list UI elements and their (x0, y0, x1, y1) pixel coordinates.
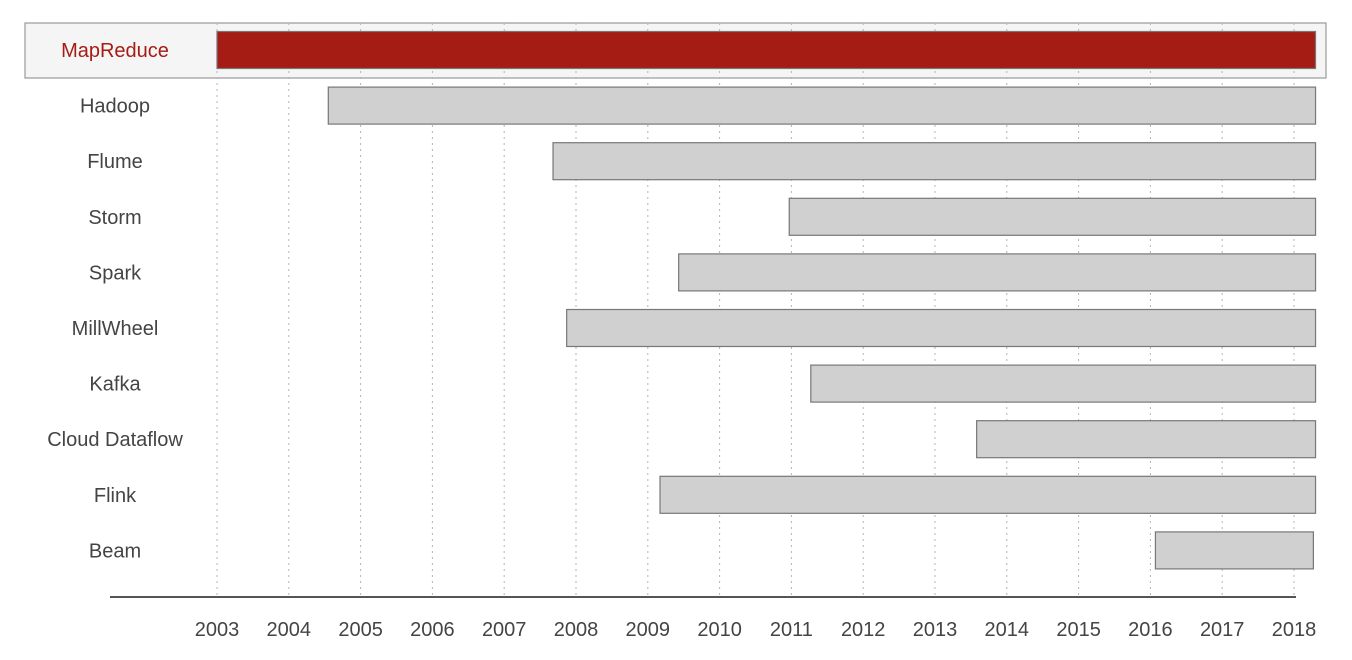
row-label-cloud-dataflow: Cloud Dataflow (47, 429, 183, 451)
x-tick-label: 2011 (770, 619, 813, 641)
bar-mapreduce (216, 30, 1317, 70)
bar-flink (659, 475, 1317, 514)
bar-beam (1154, 531, 1314, 570)
x-tick-label: 2006 (410, 619, 455, 641)
row-labels: MapReduce Hadoop Flume Storm Spark MillWheel K… (47, 40, 183, 562)
bars (216, 30, 1317, 570)
row-label-hadoop: Hadoop (80, 96, 150, 118)
x-axis-ticks: 2003 2004 2005 2006 2007 2008 2009 2010 2011 2012… (195, 619, 1317, 641)
x-tick-label: 2018 (1272, 619, 1317, 641)
x-tick-label: 2010 (697, 619, 742, 641)
row-label-spark: Spark (89, 262, 142, 284)
bar-kafka (810, 364, 1317, 403)
x-tick-label: 2009 (626, 619, 671, 641)
row-label-mapreduce: MapReduce (61, 40, 169, 62)
x-tick-label: 2017 (1200, 619, 1245, 641)
bar-spark (678, 253, 1317, 292)
x-tick-label: 2004 (267, 619, 312, 641)
row-label-flume: Flume (87, 151, 143, 173)
x-tick-label: 2005 (338, 619, 383, 641)
bar-flume (552, 142, 1317, 181)
bar-storm (788, 197, 1317, 236)
bar-millwheel (566, 308, 1317, 348)
x-tick-label: 2014 (985, 619, 1030, 641)
x-tick-label: 2016 (1128, 619, 1173, 641)
row-label-beam: Beam (89, 540, 141, 562)
row-label-kafka: Kafka (89, 374, 141, 396)
bar-hadoop (327, 86, 1317, 125)
row-label-millwheel: MillWheel (72, 318, 159, 340)
x-tick-label: 2012 (841, 619, 886, 641)
x-tick-label: 2013 (913, 619, 958, 641)
row-label-storm: Storm (88, 207, 141, 229)
row-label-flink: Flink (94, 485, 137, 507)
x-tick-label: 2008 (554, 619, 599, 641)
x-tick-label: 2015 (1056, 619, 1101, 641)
bar-cloud-dataflow (976, 420, 1317, 459)
x-tick-label: 2003 (195, 619, 240, 641)
x-tick-label: 2007 (482, 619, 527, 641)
